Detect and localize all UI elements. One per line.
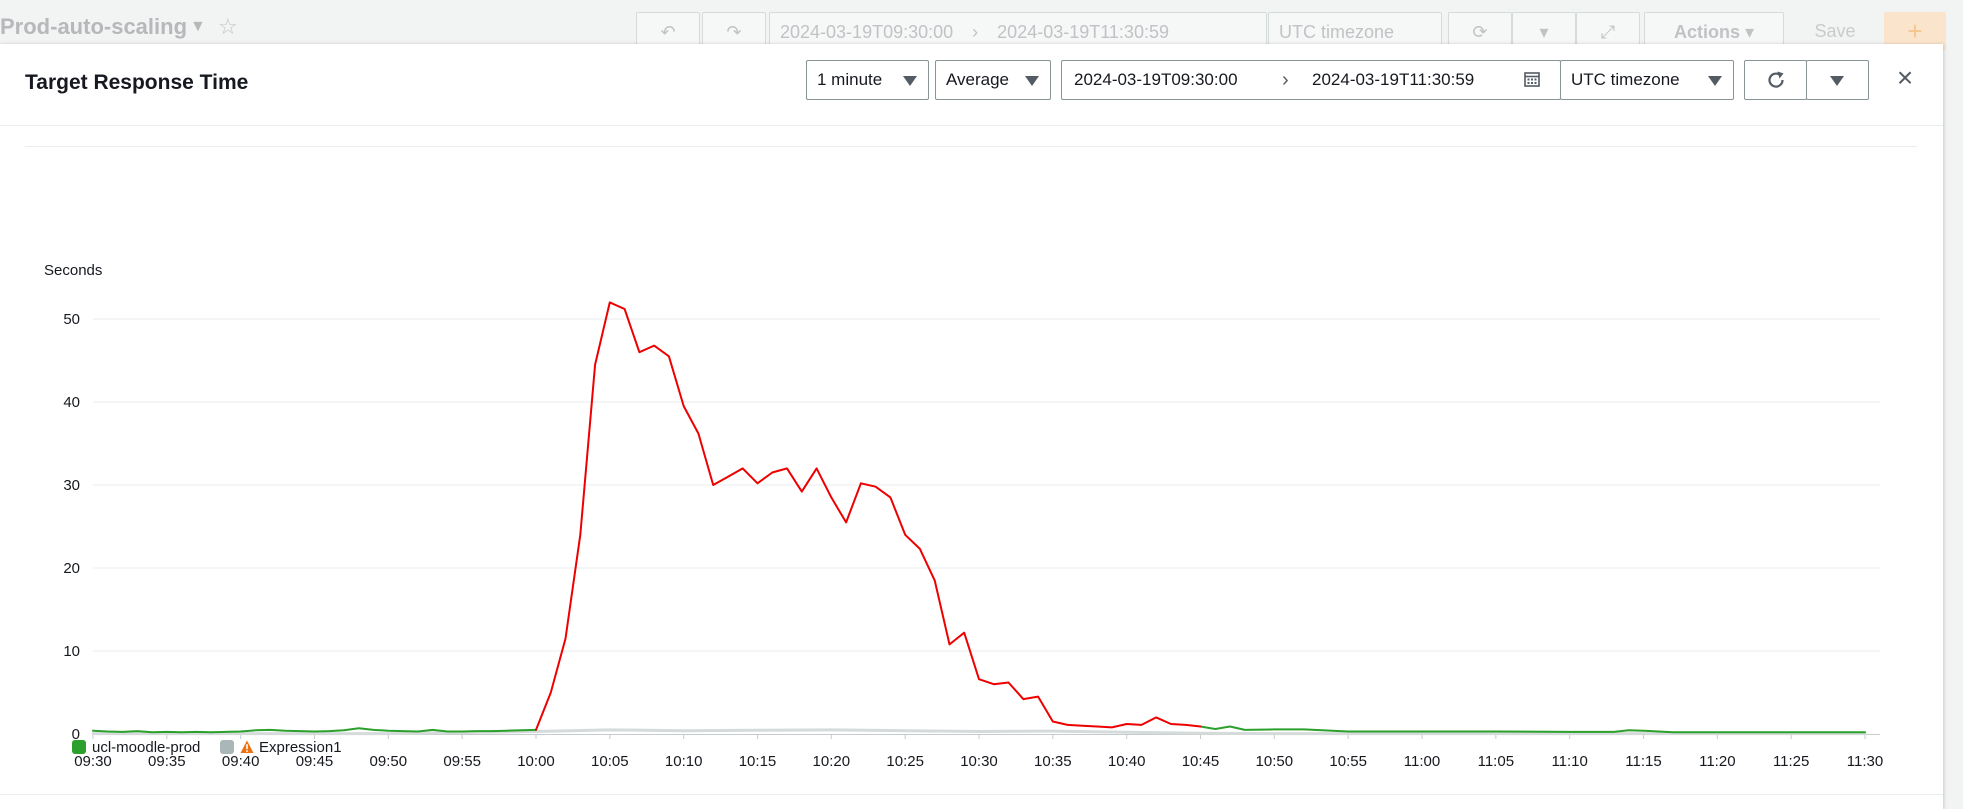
metric-detail-modal: Target Response Time 1 minute Average 20… [0, 44, 1943, 809]
period-dropdown-icon [903, 76, 917, 86]
y-tick-label: 0 [72, 726, 80, 743]
timezone-select[interactable]: UTC timezone [1560, 60, 1734, 100]
modal-title: Target Response Time [25, 71, 249, 94]
series-line-segment-1 [535, 301, 1202, 731]
background-time-range[interactable]: 2024-03-19T09:30:00 › 2024-03-19T11:30:5… [769, 12, 1267, 50]
modal-header: Target Response Time 1 minute Average 20… [0, 44, 1943, 126]
x-tick-label: 10:55 [1329, 753, 1367, 770]
statistic-value: Average [946, 70, 1010, 89]
actions-button[interactable]: Actions ▾ [1644, 12, 1784, 50]
range-start[interactable]: 2024-03-19T09:30:00 [1074, 70, 1238, 89]
line-chart: 0 10 20 30 40 50 09:30 09:35 09:40 09:45 09:50 09:5… [44, 262, 1883, 770]
dashboard-menu-caret-icon[interactable]: ▼ [190, 18, 206, 35]
favorite-star-icon[interactable]: ☆ [218, 14, 238, 39]
background-timezone-select[interactable]: UTC timezone [1268, 12, 1442, 50]
footer-divider [0, 794, 1943, 795]
y-tick-label: 50 [63, 311, 80, 328]
fullscreen-icon[interactable]: ⤢ [1576, 12, 1640, 50]
x-tick-label: 10:30 [960, 753, 998, 770]
background-range-end: 2024-03-19T11:30:59 [997, 22, 1169, 42]
x-tick-label: 11:30 [1847, 753, 1883, 770]
x-tick-label: 11:10 [1551, 753, 1587, 770]
legend-item-expression1[interactable]: Expression1 [220, 737, 342, 759]
x-tick-label: 10:45 [1182, 753, 1220, 770]
y-tick-label: 10 [63, 643, 80, 660]
timezone-dropdown-icon [1708, 76, 1722, 86]
x-tick-label: 09:30 [74, 753, 112, 770]
calendar-icon[interactable] [1524, 71, 1540, 87]
refresh-icon [1767, 71, 1784, 88]
x-tick-label: 10:25 [886, 753, 924, 770]
series-layer [91, 301, 1867, 736]
range-arrow-icon: › [1282, 69, 1289, 91]
refresh-button[interactable] [1744, 60, 1807, 100]
header-divider [25, 146, 1917, 147]
x-tick-label: 11:05 [1478, 753, 1514, 770]
actions-label: Actions [1673, 22, 1740, 42]
x-tick-label: 10:10 [665, 753, 703, 770]
x-tick-label: 10:20 [813, 753, 851, 770]
x-tick-label: 11:15 [1625, 753, 1661, 770]
legend-item-ucl-moodle-prod[interactable]: ucl-moodle-prod [72, 737, 200, 759]
y-tick-label: 40 [63, 394, 80, 411]
redo-icon[interactable]: ↷ [702, 12, 766, 50]
save-button[interactable]: Save [1814, 21, 1856, 41]
statistic-select[interactable]: Average [935, 60, 1051, 100]
warning-icon [240, 740, 254, 753]
background-range-arrow-icon: › [972, 22, 979, 42]
x-tick-label: 09:55 [443, 753, 481, 770]
x-tick-label: 11:00 [1404, 753, 1440, 770]
x-tick-label: 10:15 [739, 753, 777, 770]
refresh-interval-button[interactable] [1806, 60, 1869, 100]
y-tick-label: 30 [63, 477, 80, 494]
grid-layer [93, 318, 1880, 735]
close-icon[interactable]: × [1896, 62, 1914, 93]
x-tick-label: 09:40 [222, 753, 260, 770]
add-widget-button[interactable]: + [1884, 12, 1946, 50]
refresh-interval-dropdown-icon [1830, 76, 1844, 86]
series-line-segment-2 [1199, 725, 1866, 734]
axis-layer: 0 10 20 30 40 50 09:30 09:35 09:40 09:45 09:50 09:5… [63, 311, 1883, 770]
x-tick-label: 09:45 [296, 753, 334, 770]
legend-swatch-gray [220, 740, 234, 754]
dashboard-title[interactable]: Prod-auto-scaling [0, 14, 188, 39]
period-value: 1 minute [817, 70, 883, 89]
series-line-segment-3 [91, 728, 1867, 736]
legend-label: Expression1 [259, 739, 342, 756]
y-tick-label: 20 [63, 560, 80, 577]
background-refresh-icon[interactable]: ⟳ [1448, 12, 1512, 50]
timezone-value: UTC timezone [1571, 70, 1680, 89]
x-tick-label: 10:35 [1034, 753, 1072, 770]
series-line-ucl-moodle-prod [92, 727, 537, 734]
y-axis-label: Seconds [44, 262, 102, 279]
statistic-dropdown-icon [1025, 76, 1039, 86]
legend-swatch-green [72, 740, 86, 754]
range-end[interactable]: 2024-03-19T11:30:59 [1312, 70, 1475, 89]
x-tick-label: 09:50 [370, 753, 408, 770]
undo-icon[interactable]: ↶ [636, 12, 700, 50]
x-tick-label: 09:35 [148, 753, 186, 770]
time-range-picker[interactable]: 2024-03-19T09:30:00 › 2024-03-19T11:30:5… [1061, 60, 1561, 100]
x-tick-label: 10:00 [517, 753, 555, 770]
x-tick-label: 11:20 [1699, 753, 1735, 770]
legend-label: ucl-moodle-prod [92, 739, 201, 756]
x-tick-label: 10:50 [1256, 753, 1294, 770]
x-tick-label: 10:40 [1108, 753, 1146, 770]
background-range-start: 2024-03-19T09:30:00 [780, 22, 954, 42]
period-select[interactable]: 1 minute [806, 60, 929, 100]
x-tick-label: 11:25 [1773, 753, 1809, 770]
x-tick-label: 10:05 [591, 753, 629, 770]
